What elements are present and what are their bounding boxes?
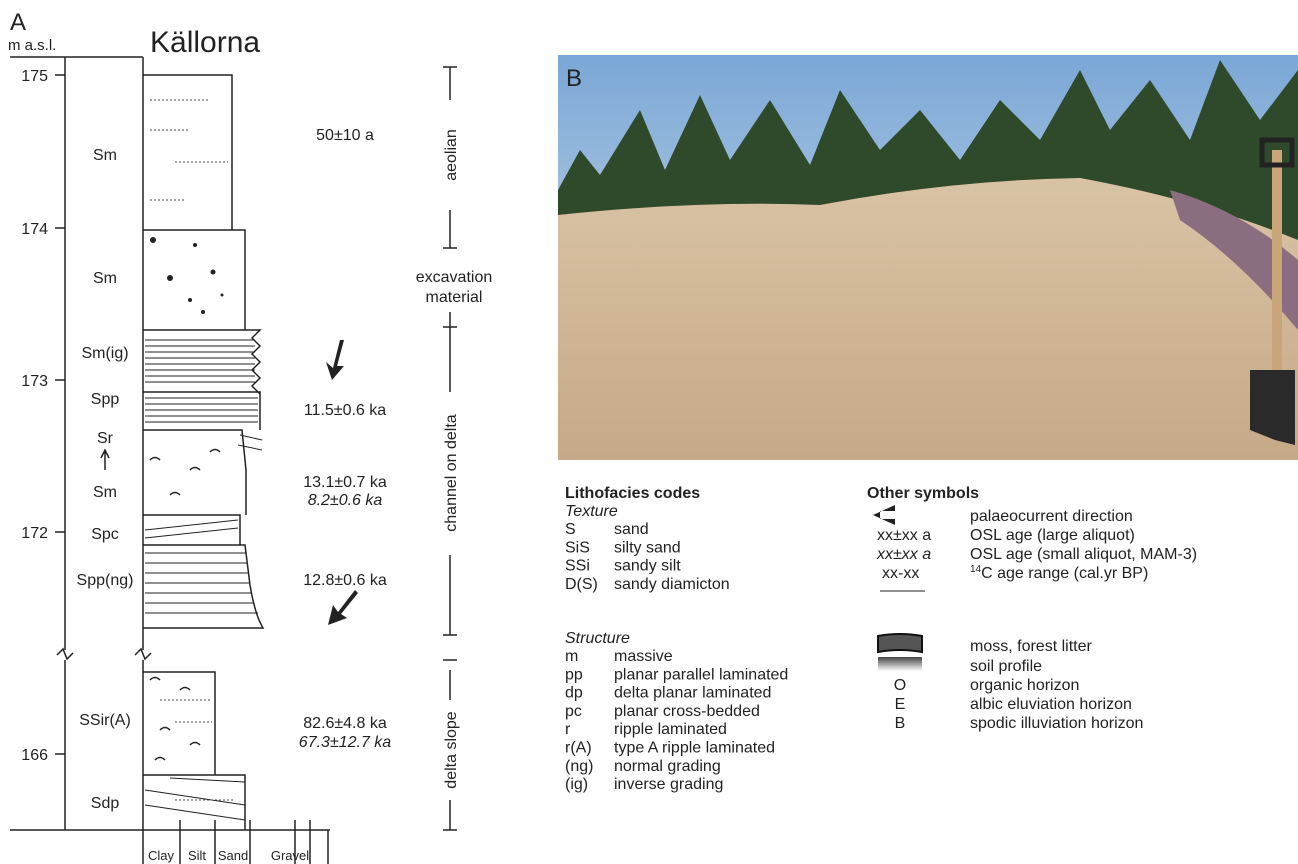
legend-symbol: xx±xx a (877, 527, 931, 544)
legend-description: spodic illuviation horizon (970, 715, 1143, 732)
elevation-tick-label: 174 (21, 221, 48, 238)
facies-label: Spc (91, 526, 119, 543)
legend-symbol: xx±xx a (876, 546, 931, 563)
legend-description: OSL age (large aliquot) (970, 527, 1135, 544)
legend-subtitle: Structure (565, 630, 630, 647)
legend-description: massive (614, 648, 673, 665)
facies-label: Spp (91, 391, 120, 408)
age-label: 50±10 a (316, 127, 374, 144)
elevation-tick-label: 166 (21, 747, 48, 764)
legend-description: silty sand (614, 539, 681, 556)
legend-description: planar parallel laminated (614, 666, 788, 683)
legend-description: 14C age range (cal.yr BP) (970, 564, 1148, 582)
environment-label: material (426, 289, 483, 306)
legend-code: SiS (565, 539, 590, 556)
panel-label: A (10, 9, 26, 36)
legend-description: delta planar laminated (614, 685, 771, 702)
environment-label: channel on delta (443, 414, 460, 532)
facies-label: SSir(A) (79, 712, 131, 729)
facies-label: Sm (93, 484, 117, 501)
legend-code: (ig) (565, 776, 588, 793)
legend-description: albic eluviation horizon (970, 696, 1132, 713)
legend-symbol: O (894, 677, 906, 694)
legend-code: dp (565, 685, 583, 702)
facies-label: Sm (93, 270, 117, 287)
age-label: 11.5±0.6 ka (304, 402, 386, 419)
legend-code: pp (565, 666, 583, 683)
superscript: 14 (970, 564, 982, 575)
facies-label: Spp(ng) (77, 572, 134, 589)
grain-size-label: Clay (148, 848, 175, 863)
legend-description: palaeocurrent direction (970, 508, 1133, 525)
legend-description: planar cross-bedded (614, 703, 760, 720)
legend-code: D(S) (565, 576, 598, 593)
legend-description: normal grading (614, 758, 721, 775)
grain-size-label: Silt (188, 848, 206, 863)
legend-description: moss, forest litter (970, 638, 1092, 655)
elevation-tick-label: 173 (21, 373, 48, 390)
grain-size-label: Sand (218, 848, 248, 863)
legend-code: r (565, 721, 571, 738)
age-label: 12.8±0.6 ka (303, 572, 387, 589)
figure: A m a.s.l. Källorna 175 174 173 172 166 Sm S… (0, 0, 1298, 864)
site-title: Källorna (150, 26, 260, 59)
legend-description: organic horizon (970, 677, 1079, 694)
legend-description: sand (614, 521, 649, 538)
legend-code: S (565, 521, 576, 538)
facies-label: Sr (97, 430, 114, 447)
facies-label: Sm(ig) (81, 345, 128, 362)
elevation-tick-label: 172 (21, 525, 48, 542)
legend-description: sandy diamicton (614, 576, 730, 593)
age-label: 8.2±0.6 ka (308, 492, 383, 509)
facies-label: Sm (93, 147, 117, 164)
panel-label: B (566, 65, 582, 92)
photo (558, 55, 1298, 460)
legend-code: r(A) (565, 740, 592, 757)
legend-code: SSi (565, 558, 590, 575)
age-label: 67.3±12.7 ka (299, 734, 392, 751)
upward-arrow (101, 450, 109, 470)
legend-symbol: B (895, 715, 906, 732)
unit-label: m a.s.l. (8, 37, 56, 54)
grain-size-label: Gravel (271, 848, 309, 863)
legend-description: soil profile (970, 658, 1042, 675)
environment-label: excavation (416, 269, 493, 286)
legend-symbol: E (895, 696, 906, 713)
legend-code: pc (565, 703, 582, 720)
legend-code: m (565, 648, 578, 665)
environment-label: delta slope (443, 711, 460, 788)
age-label: 13.1±0.7 ka (303, 474, 387, 491)
legend-description: ripple laminated (614, 721, 727, 738)
elevation-tick-label: 175 (21, 68, 48, 85)
legend-symbol: xx-xx (882, 565, 919, 582)
environment-label: aeolian (443, 129, 460, 181)
legend-description: type A ripple laminated (614, 740, 775, 757)
legend-description: OSL age (small aliquot, MAM-3) (970, 546, 1197, 563)
legend-title: Other symbols (867, 485, 979, 502)
legend-description: sandy silt (614, 558, 681, 575)
legend-code: (ng) (565, 758, 593, 775)
legend-subtitle: Texture (565, 503, 618, 520)
description-text: C age range (cal.yr BP) (981, 565, 1148, 582)
legend-description: inverse grading (614, 776, 723, 793)
legend-title: Lithofacies codes (565, 485, 700, 502)
facies-label: Sdp (91, 795, 120, 812)
age-label: 82.6±4.8 ka (303, 715, 387, 732)
